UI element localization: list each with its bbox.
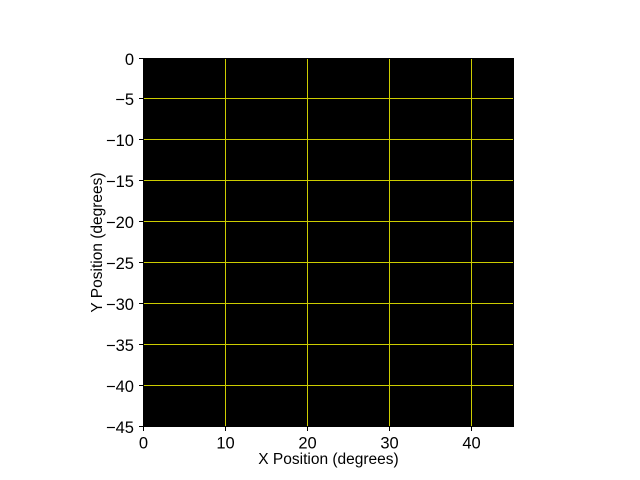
- svg-text:−30: −30: [106, 296, 134, 314]
- svg-text:−25: −25: [106, 255, 134, 273]
- svg-text:0: 0: [139, 435, 148, 453]
- svg-text:Y Position (degrees): Y Position (degrees): [89, 172, 106, 312]
- svg-text:X Position (degrees): X Position (degrees): [258, 451, 398, 468]
- svg-text:40: 40: [462, 435, 480, 453]
- svg-text:−35: −35: [106, 337, 134, 355]
- svg-text:−45: −45: [106, 419, 134, 437]
- svg-text:0: 0: [125, 51, 134, 69]
- svg-text:30: 30: [380, 435, 398, 453]
- svg-text:−40: −40: [106, 378, 134, 396]
- svg-text:20: 20: [298, 435, 316, 453]
- svg-text:10: 10: [216, 435, 234, 453]
- svg-text:−10: −10: [106, 132, 134, 150]
- svg-text:−20: −20: [106, 214, 134, 232]
- svg-text:−15: −15: [106, 173, 134, 191]
- svg-text:−5: −5: [115, 91, 134, 109]
